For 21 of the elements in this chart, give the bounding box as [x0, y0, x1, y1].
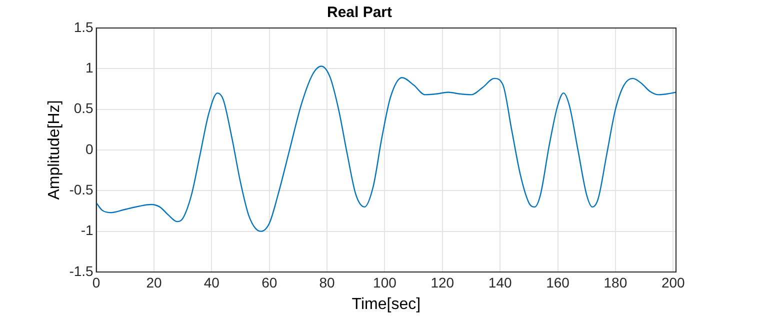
y-tick-label: 1.5: [74, 18, 94, 35]
x-tick-label: 180: [604, 274, 628, 290]
x-axis-title: Time[sec]: [352, 296, 421, 313]
chart-title: Real Part: [326, 4, 392, 22]
y-tick-label: 0: [86, 140, 94, 157]
x-tick-label: 200: [661, 274, 686, 290]
y-tick-label: -1: [80, 222, 94, 238]
x-tick-label: 140: [488, 274, 512, 290]
x-tick-label: 120: [430, 274, 454, 290]
x-tick-label: 80: [319, 274, 336, 290]
y-tick-label: 0.5: [74, 100, 94, 116]
x-tick-label: 160: [546, 274, 570, 290]
line-series: [96, 66, 676, 232]
x-tick-label: 40: [204, 274, 220, 290]
x-tick-label: 20: [146, 274, 162, 290]
y-axis-title: Amplitude[Hz]: [46, 100, 64, 200]
y-tick-label: 1: [86, 60, 94, 76]
y-tick-label: -0.5: [69, 182, 94, 198]
x-tick-label: 60: [262, 274, 278, 290]
y-tick-label: -1.5: [69, 262, 94, 279]
x-tick-label: 100: [373, 274, 397, 290]
